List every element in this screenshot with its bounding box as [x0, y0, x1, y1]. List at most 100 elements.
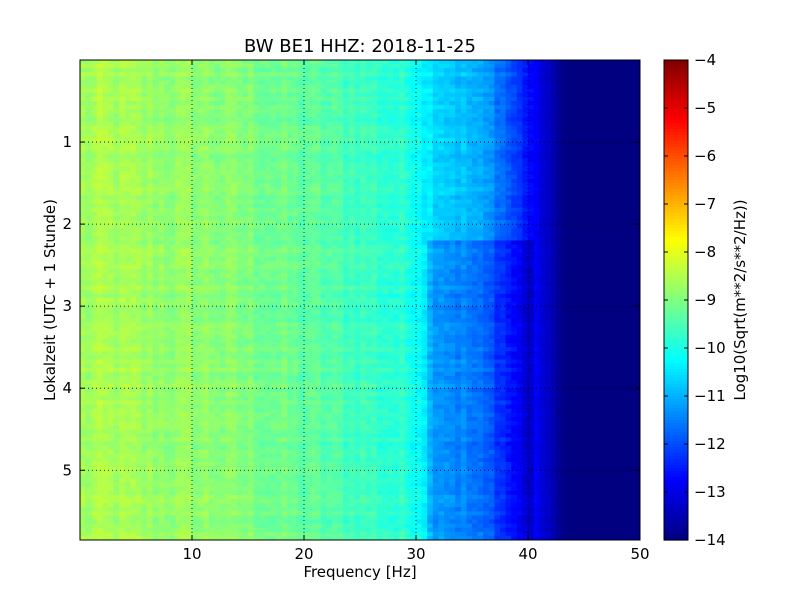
heatmap-cell: [432, 191, 439, 196]
heatmap-cell: [578, 60, 585, 65]
heatmap-cell: [225, 142, 232, 147]
heatmap-cell: [399, 72, 406, 78]
heatmap-cell: [444, 232, 451, 238]
heatmap-cell: [494, 101, 501, 106]
heatmap-cell: [320, 150, 327, 155]
heatmap-cell: [483, 109, 490, 114]
heatmap-cell: [242, 129, 249, 135]
heatmap-cell: [382, 113, 389, 119]
heatmap-cell: [578, 248, 585, 254]
heatmap-cell: [147, 207, 154, 213]
heatmap-cell: [382, 146, 389, 151]
heatmap-cell: [393, 240, 400, 246]
heatmap-cell: [231, 121, 238, 127]
heatmap-cell: [376, 84, 383, 90]
heatmap-cell: [180, 166, 187, 172]
heatmap-cell: [113, 170, 120, 176]
heatmap-cell: [186, 154, 193, 160]
heatmap-cell: [511, 150, 518, 155]
heatmap-cell: [220, 248, 227, 254]
heatmap-cell: [102, 248, 109, 254]
heatmap-cell: [326, 261, 333, 266]
heatmap-cell: [164, 92, 171, 98]
heatmap-cell: [208, 88, 215, 94]
heatmap-cell: [309, 117, 316, 123]
heatmap-cell: [147, 178, 154, 184]
heatmap-cell: [628, 137, 635, 143]
heatmap-cell: [152, 96, 159, 102]
heatmap-cell: [533, 84, 540, 90]
heatmap-cell: [80, 158, 87, 164]
heatmap-cell: [332, 187, 339, 192]
heatmap-cell: [444, 199, 451, 205]
heatmap-cell: [399, 113, 406, 119]
heatmap-cell: [477, 244, 484, 250]
heatmap-cell: [259, 146, 266, 151]
heatmap-cell: [214, 183, 221, 188]
heatmap-cell: [500, 88, 507, 94]
heatmap-cell: [628, 84, 635, 90]
heatmap-cell: [124, 125, 131, 131]
heatmap-cell: [528, 76, 535, 82]
heatmap-cell: [136, 195, 143, 201]
heatmap-cell: [175, 248, 182, 254]
heatmap-cell: [141, 162, 148, 168]
heatmap-cell: [248, 88, 255, 94]
heatmap-cell: [360, 158, 367, 164]
heatmap-cell: [572, 220, 579, 225]
heatmap-cell: [91, 232, 98, 238]
heatmap-cell: [304, 187, 311, 192]
heatmap-cell: [147, 256, 154, 262]
heatmap-cell: [147, 166, 154, 172]
heatmap-cell: [197, 137, 204, 143]
heatmap-cell: [337, 220, 344, 225]
heatmap-cell: [477, 261, 484, 266]
heatmap-cell: [225, 203, 232, 209]
heatmap-cell: [572, 252, 579, 258]
heatmap-cell: [483, 150, 490, 155]
heatmap-cell: [617, 109, 624, 114]
heatmap-cell: [567, 236, 574, 242]
heatmap-cell: [304, 166, 311, 172]
heatmap-cell: [388, 256, 395, 262]
heatmap-cell: [561, 183, 568, 188]
heatmap-cell: [404, 133, 411, 139]
heatmap-cell: [208, 162, 215, 168]
heatmap-cell: [427, 228, 434, 233]
heatmap-cell: [634, 187, 640, 192]
heatmap-cell: [348, 72, 355, 78]
heatmap-cell: [287, 133, 294, 139]
heatmap-cell: [572, 211, 579, 217]
heatmap-cell: [108, 195, 115, 201]
heatmap-cell: [533, 211, 540, 217]
heatmap-cell: [528, 80, 535, 86]
heatmap-cell: [220, 113, 227, 119]
heatmap-cell: [483, 129, 490, 135]
heatmap-cell: [416, 76, 423, 82]
heatmap-cell: [348, 109, 355, 114]
heatmap-cell: [595, 129, 602, 135]
heatmap-cell: [438, 236, 445, 242]
heatmap-cell: [427, 232, 434, 238]
heatmap-cell: [270, 96, 277, 102]
heatmap-cell: [371, 146, 378, 151]
heatmap-cell: [192, 240, 199, 246]
heatmap-cell: [432, 199, 439, 205]
heatmap-cell: [595, 187, 602, 192]
heatmap-cell: [332, 236, 339, 242]
heatmap-cell: [91, 96, 98, 102]
heatmap-cell: [248, 64, 255, 69]
heatmap-cell: [393, 191, 400, 196]
heatmap-cell: [511, 224, 518, 229]
heatmap-cell: [96, 84, 103, 90]
heatmap-cell: [113, 195, 120, 201]
heatmap-cell: [539, 248, 546, 254]
heatmap-cell: [320, 224, 327, 229]
heatmap-cell: [376, 117, 383, 123]
heatmap-cell: [164, 199, 171, 205]
heatmap-cell: [85, 166, 92, 172]
heatmap-cell: [444, 125, 451, 131]
heatmap-cell: [113, 109, 120, 114]
heatmap-cell: [124, 96, 131, 102]
heatmap-cell: [500, 256, 507, 262]
